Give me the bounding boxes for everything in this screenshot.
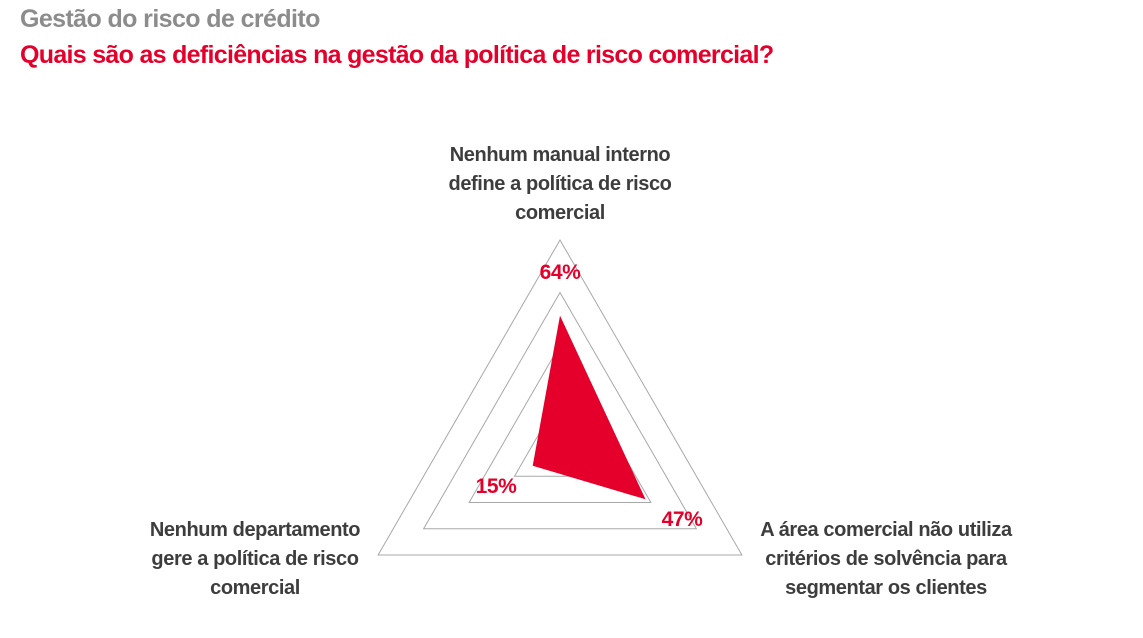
chart-question-subtitle: Quais são as deficiências na gestão da p…: [20, 41, 774, 69]
axis-label-top: Nenhum manual interno define a política …: [448, 144, 672, 224]
value-label-top: 64%: [539, 261, 581, 284]
data-polygon: [532, 315, 646, 500]
page-title: Gestão do risco de crédito: [20, 5, 320, 33]
grid-triangle-75: [422, 291, 698, 530]
grid-triangle-100: [377, 239, 743, 556]
axis-label-bottom-left: Nenhum departamento gere a política de r…: [149, 519, 361, 599]
value-label-bottom-right: 47%: [661, 508, 703, 531]
axis-label-bottom-right: A área comercial não utiliza critérios d…: [760, 519, 1012, 599]
value-label-bottom-left: 15%: [475, 475, 517, 498]
